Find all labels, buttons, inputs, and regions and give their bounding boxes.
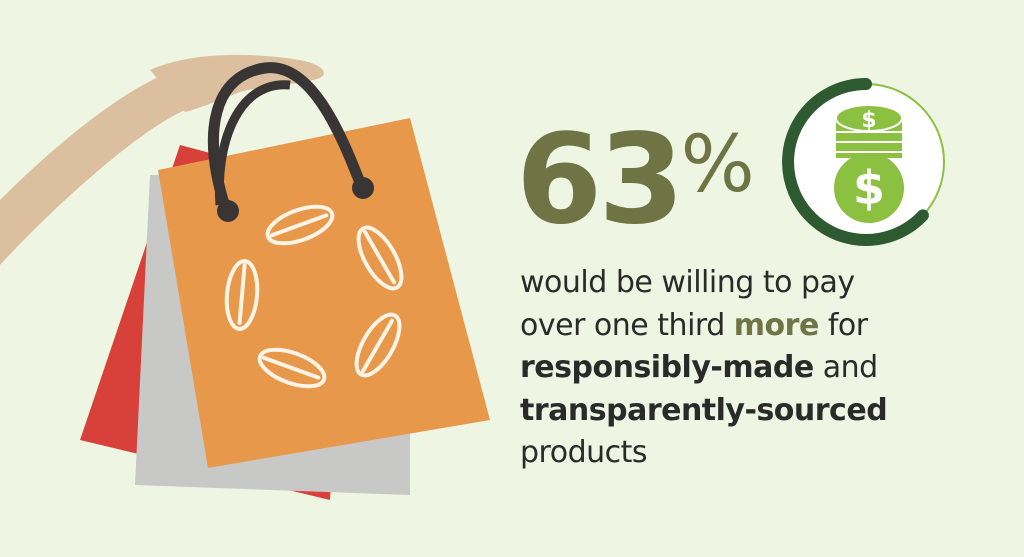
coin-stack-dollar-icon: $ $ xyxy=(834,104,904,223)
text-span: and xyxy=(813,350,878,385)
line-4: transparently-sourced xyxy=(520,392,888,428)
shopping-bag-icon xyxy=(158,62,490,468)
bold-responsibly-made: responsibly-made xyxy=(520,350,814,385)
stat-description: would be willing to pay over one third m… xyxy=(520,262,888,475)
svg-text:$: $ xyxy=(861,108,876,133)
svg-text:$: $ xyxy=(853,161,885,215)
highlight-more: more xyxy=(733,307,820,343)
leaf-circle-icon xyxy=(224,204,404,389)
progress-ring-arc xyxy=(782,78,929,246)
line-3: responsibly-made and xyxy=(520,347,887,390)
stat-unit: % xyxy=(680,120,755,210)
text-span: for xyxy=(818,307,868,343)
line-5: products xyxy=(520,435,648,470)
stat-percentage: 63% xyxy=(516,118,755,242)
line-2: over one third more for xyxy=(520,305,887,348)
stat-value: 63 xyxy=(516,108,685,252)
text-span: over one third xyxy=(520,307,734,343)
line-1: would be willing to pay xyxy=(520,265,855,300)
